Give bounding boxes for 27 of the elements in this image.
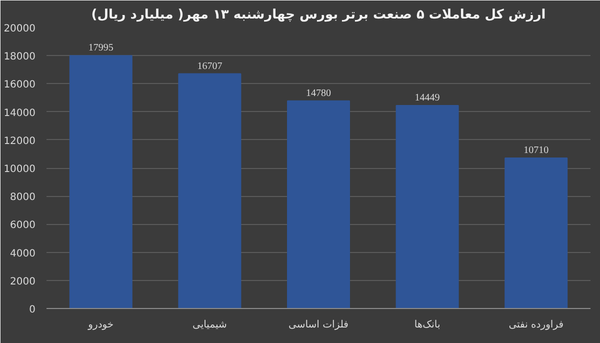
bar	[504, 158, 568, 308]
bar	[69, 55, 132, 308]
x-tick-label: بانک‌ها	[414, 320, 440, 330]
y-tick-label: 8000	[10, 192, 36, 204]
bar	[178, 73, 242, 308]
bar	[396, 104, 459, 308]
x-tick-label: شیمیایی	[192, 320, 227, 330]
data-label: 17995	[88, 42, 114, 54]
x-tick-label: خودرو	[87, 320, 114, 330]
data-label: 14780	[306, 88, 331, 99]
y-tick-label: 10000	[4, 164, 36, 175]
x-tick-label: فراورده نفتی	[508, 320, 564, 330]
y-tick-label: 4000	[10, 248, 36, 260]
x-tick-label: فلزات اساسی	[288, 320, 349, 330]
y-tick-label: 14000	[4, 108, 36, 119]
data-label: 16707	[197, 60, 222, 72]
y-tick-label: 2000	[10, 276, 36, 288]
data-label: 14449	[414, 92, 440, 104]
y-tick-label: 12000	[4, 136, 36, 147]
y-tick-label: 6000	[10, 220, 36, 232]
chart-title: ارزش کل معاملات ۵ صنعت برتر بورس چهارشنبه ۱۳ مهر( میلیارد ریال)	[91, 8, 546, 22]
y-tick-label: 20000	[4, 24, 36, 34]
bar	[286, 100, 350, 308]
y-tick-label: 16000	[4, 80, 36, 91]
y-tick-label: 0	[29, 304, 36, 316]
data-label: 10710	[524, 145, 549, 156]
y-tick-label: 18000	[4, 52, 36, 63]
